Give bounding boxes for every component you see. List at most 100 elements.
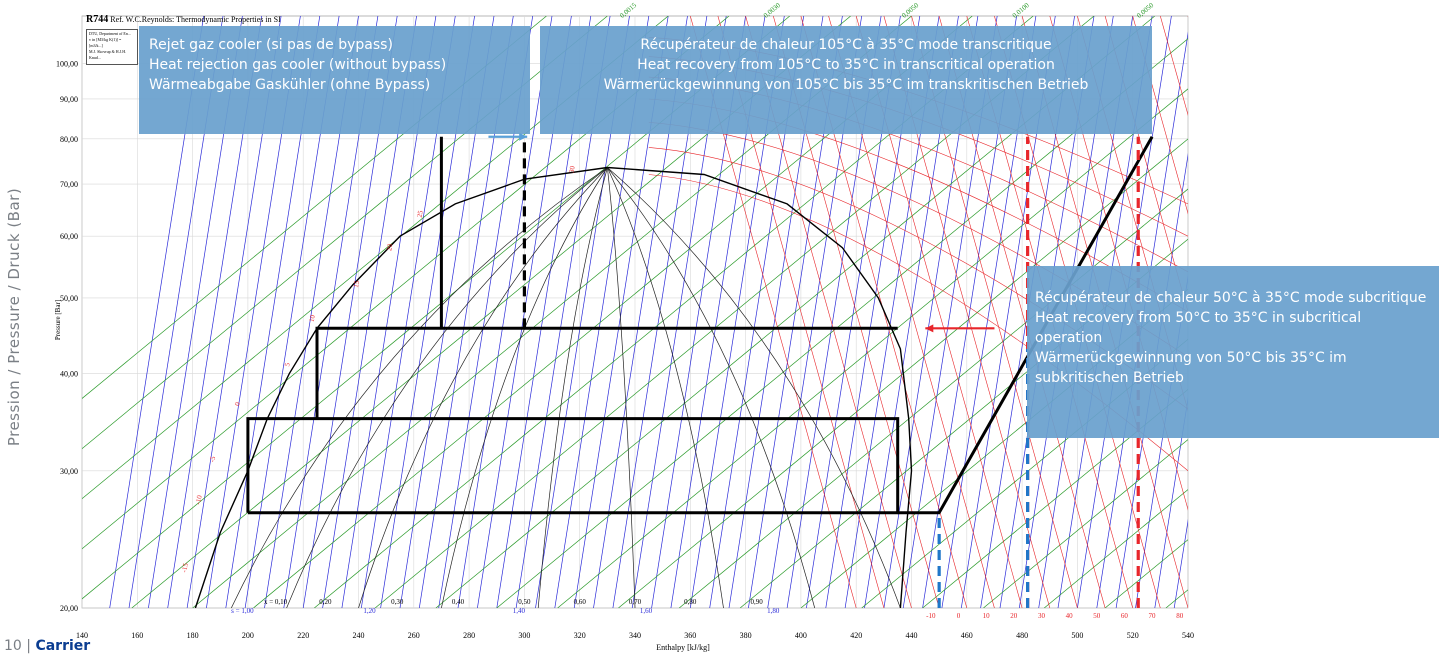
callout-line: Heat recovery from 105°C to 35°C in tran… (637, 57, 1055, 73)
quality-label: 0,80 (684, 598, 697, 606)
x-tick-label: 440 (906, 631, 918, 640)
isentrope-line (457, 16, 553, 608)
entropy-label: s = 1,00 (231, 607, 254, 615)
quality-label: 0,40 (452, 598, 465, 606)
quality-line (607, 167, 816, 608)
x-tick-label: 240 (353, 631, 365, 640)
x-axis-label: Enthalpy [kJ/kg] (656, 643, 710, 652)
pressure-side-label: Pression / Pressure / Druck (Bar) (5, 187, 23, 447)
y-tick-label: 80,00 (60, 135, 78, 144)
isotherm-label: 30 (568, 165, 577, 174)
axes: 140 160 180 200 220 240 260 280 300 320 340 360 380 4… (54, 1, 1194, 652)
x-tick-label: 220 (297, 631, 309, 640)
x-tick-label: 420 (850, 631, 862, 640)
callout-line: Heat rejection gas cooler (without bypas… (149, 57, 447, 73)
temperature-label: 60 (1121, 612, 1129, 620)
x-tick-label: 520 (1127, 631, 1139, 640)
reference-line: DTU, Department of En... (89, 31, 131, 36)
x-tick-label: 340 (629, 631, 641, 640)
x-tick-label: 160 (131, 631, 143, 640)
isochore-line (557, 88, 1188, 608)
entropy-label: 1,60 (640, 607, 653, 615)
isotherm-label: 10 (308, 314, 317, 323)
quality-label: x = 0,10 (264, 598, 288, 606)
x-tick-label: 280 (463, 631, 475, 640)
cycle-subcritical-high (315, 326, 898, 419)
quality-label: 0,20 (319, 598, 332, 606)
y-tick-label: 100,00 (56, 59, 78, 68)
isotherm-line (1132, 16, 1188, 215)
x-tick-label: 200 (242, 631, 254, 640)
isochore-line (922, 388, 1188, 608)
page-footer: 10 | Carrier (4, 638, 90, 654)
temperature-label: 70 (1149, 612, 1157, 620)
quality-line (607, 167, 901, 608)
chart-title: R744 Ref. W.C.Reynolds: Thermodynamic Pr… (86, 14, 281, 25)
y-tick-label: 30,00 (60, 467, 78, 476)
x-tick-label: 180 (187, 631, 199, 640)
temperature-label: -10 (926, 612, 936, 620)
temperature-label: 80 (1176, 612, 1184, 620)
x-tick-label: 360 (684, 631, 696, 640)
callout-heat-recovery-transcritical: Récupérateur de chaleur 105°C à 35°C mod… (540, 26, 1152, 134)
x-tick-label: 400 (795, 631, 807, 640)
isotherm-label: 5 (283, 362, 292, 367)
callout-line: Rejet gaz cooler (si pas de bypass) (149, 37, 393, 53)
quality-label: 0,60 (574, 598, 587, 606)
callout-line: Heat recovery from 50°C to 35°C in subcr… (1035, 310, 1362, 346)
isochore-line (618, 138, 1188, 608)
quality-line (286, 167, 608, 608)
callout-line: Wärmerückgewinnung von 50°C bis 35°C im … (1035, 350, 1347, 386)
y-axis-label: Pressure [Bar] (54, 300, 62, 340)
isotherm-label: -15 (180, 562, 190, 573)
callout-line: Récupérateur de chaleur 105°C à 35°C mod… (640, 37, 1052, 53)
quality-label: 0,70 (629, 598, 642, 606)
quality-line (230, 167, 608, 608)
x-tick-label: 320 (574, 631, 586, 640)
cycle-subcritical (246, 417, 900, 515)
x-tick-label: 260 (408, 631, 420, 640)
brand-name: Carrier (35, 638, 91, 654)
callout-line: Wärmerückgewinnung von 105°C bis 35°C im… (603, 77, 1089, 93)
isochore-line (861, 338, 1188, 608)
arrow-head (925, 324, 934, 333)
y-tick-label: 50,00 (60, 294, 78, 303)
entropy-label: 1,20 (363, 607, 376, 615)
temperature-label: 50 (1093, 612, 1101, 620)
x-tick-label: 300 (518, 631, 530, 640)
isentrope-line (1154, 396, 1188, 608)
isochore-line (983, 439, 1188, 608)
saturated-vapor-line (607, 166, 913, 608)
temperature-label: 30 (1038, 612, 1046, 620)
x-tick-label: 380 (740, 631, 752, 640)
isotherm-label: -10 (194, 494, 204, 505)
callout-line: Wärmeabgabe Gaskühler (ohne Bypass) (149, 77, 431, 93)
y-tick-label: 40,00 (60, 369, 78, 378)
callout-gas-cooler: Rejet gaz cooler (si pas de bypass) Heat… (139, 26, 530, 134)
quality-line (537, 167, 608, 608)
temperature-label: 40 (1066, 612, 1074, 620)
quality-line (441, 167, 608, 608)
quality-label: 0,50 (518, 598, 531, 606)
isotherm-label: 20 (385, 243, 394, 252)
callout-heat-recovery-subcritical: Récupérateur de chaleur 50°C à 35°C mode… (1027, 266, 1439, 438)
entropy-label: 1,40 (513, 607, 526, 615)
callout-line: Récupérateur de chaleur 50°C à 35°C mode… (1035, 290, 1427, 306)
arrow-head (519, 132, 528, 141)
x-tick-label: 140 (76, 631, 88, 640)
isotherm-label: 25 (416, 209, 425, 218)
quality-label: 0,30 (391, 598, 404, 606)
temperature-label: 20 (1010, 612, 1018, 620)
x-tick-label: 480 (1016, 631, 1028, 640)
cycle-compression (897, 135, 1154, 515)
quality-line (607, 167, 636, 608)
reference-box: DTU, Department of En... v in [M3/kg K(1… (86, 29, 138, 65)
reference-line: M.J. Skovrup & H.J.H. Knud... (89, 49, 127, 60)
y-tick-label: 60,00 (60, 232, 78, 241)
x-tick-label: 500 (1071, 631, 1083, 640)
y-tick-label: 90,00 (60, 95, 78, 104)
isotherm-label: -5 (208, 455, 217, 463)
quality-line (358, 167, 608, 608)
isotherm-label: 15 (352, 280, 361, 289)
x-tick-label: 540 (1182, 631, 1194, 640)
